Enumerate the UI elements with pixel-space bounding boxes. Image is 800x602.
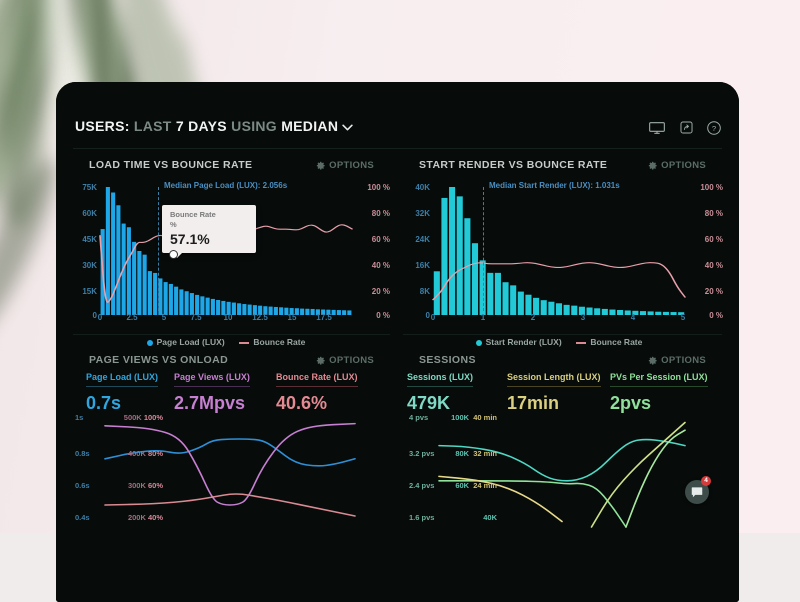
svg-text:?: ? <box>712 124 716 133</box>
